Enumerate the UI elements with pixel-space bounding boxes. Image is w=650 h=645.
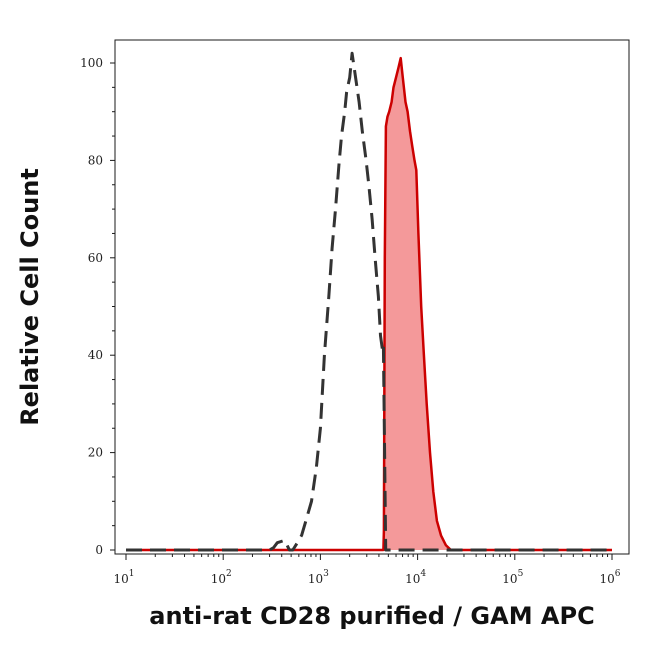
y-tick-label: 20 — [88, 446, 103, 460]
y-tick-label: 100 — [80, 56, 103, 70]
histogram-line-2 — [126, 51, 612, 552]
x-tick-label: 106 — [599, 569, 620, 586]
y-tick-label: 0 — [95, 543, 103, 557]
x-tick-label: 104 — [405, 569, 426, 586]
series-layer — [126, 51, 612, 552]
x-tick-label: 103 — [308, 569, 329, 586]
y-tick-label: 60 — [88, 251, 103, 265]
y-tick-label: 80 — [88, 153, 103, 167]
x-tick-label: 102 — [211, 569, 232, 586]
plot-frame — [114, 39, 630, 555]
x-tick-label: 105 — [502, 569, 523, 586]
axis-layer: 0 20 40 60 80 100 101 102 103 104 105 106 — [80, 56, 621, 586]
y-tick-label: 40 — [88, 348, 103, 362]
histogram-line-1 — [126, 56, 612, 552]
x-tick-label: 101 — [113, 569, 134, 586]
histogram-fill-1 — [126, 58, 612, 550]
y-axis-title: Relative Cell Count — [16, 168, 44, 426]
x-axis-title: anti-rat CD28 purified / GAM APC — [149, 602, 594, 630]
